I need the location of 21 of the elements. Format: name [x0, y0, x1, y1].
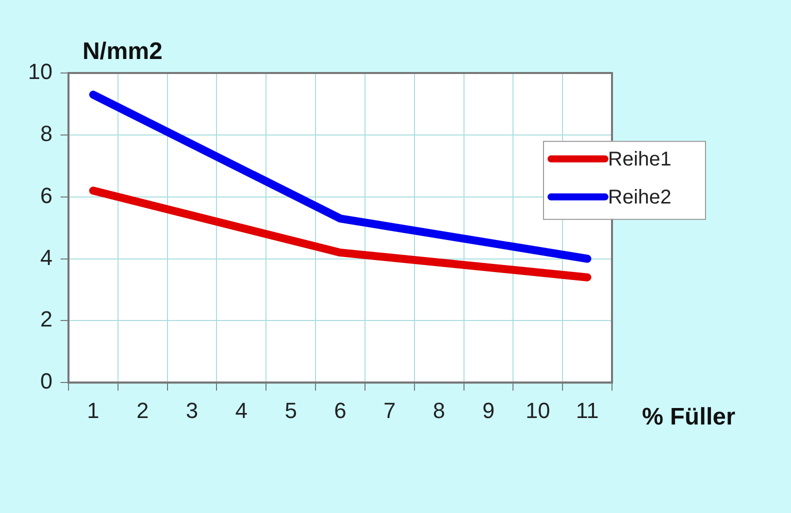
y-tick-label: 4 — [40, 244, 52, 270]
y-tick-label: 10 — [28, 59, 52, 84]
x-tick-label: 4 — [235, 398, 248, 423]
x-tick-label: 9 — [482, 398, 495, 423]
legend-label: Reihe2 — [608, 186, 672, 208]
x-tick-label: 6 — [334, 398, 346, 423]
x-axis-title: % Füller — [642, 404, 736, 431]
x-tick-label: 11 — [576, 398, 599, 423]
x-tick-label: 2 — [136, 398, 149, 423]
x-tick-label: 7 — [384, 398, 396, 423]
y-tick-label: 6 — [40, 182, 52, 208]
y-tick-label: 8 — [40, 120, 52, 146]
legend-label: Reihe1 — [608, 148, 672, 170]
y-axis-title: N/mm2 — [82, 38, 162, 65]
y-tick-label: 0 — [40, 368, 52, 394]
x-tick-label: 1 — [87, 398, 100, 423]
x-tick-label: 3 — [186, 398, 198, 423]
x-tick-label: 8 — [432, 398, 446, 423]
x-tick-label: 10 — [526, 398, 550, 423]
y-tick-label: 2 — [40, 306, 52, 332]
x-tick-label: 5 — [284, 398, 297, 423]
